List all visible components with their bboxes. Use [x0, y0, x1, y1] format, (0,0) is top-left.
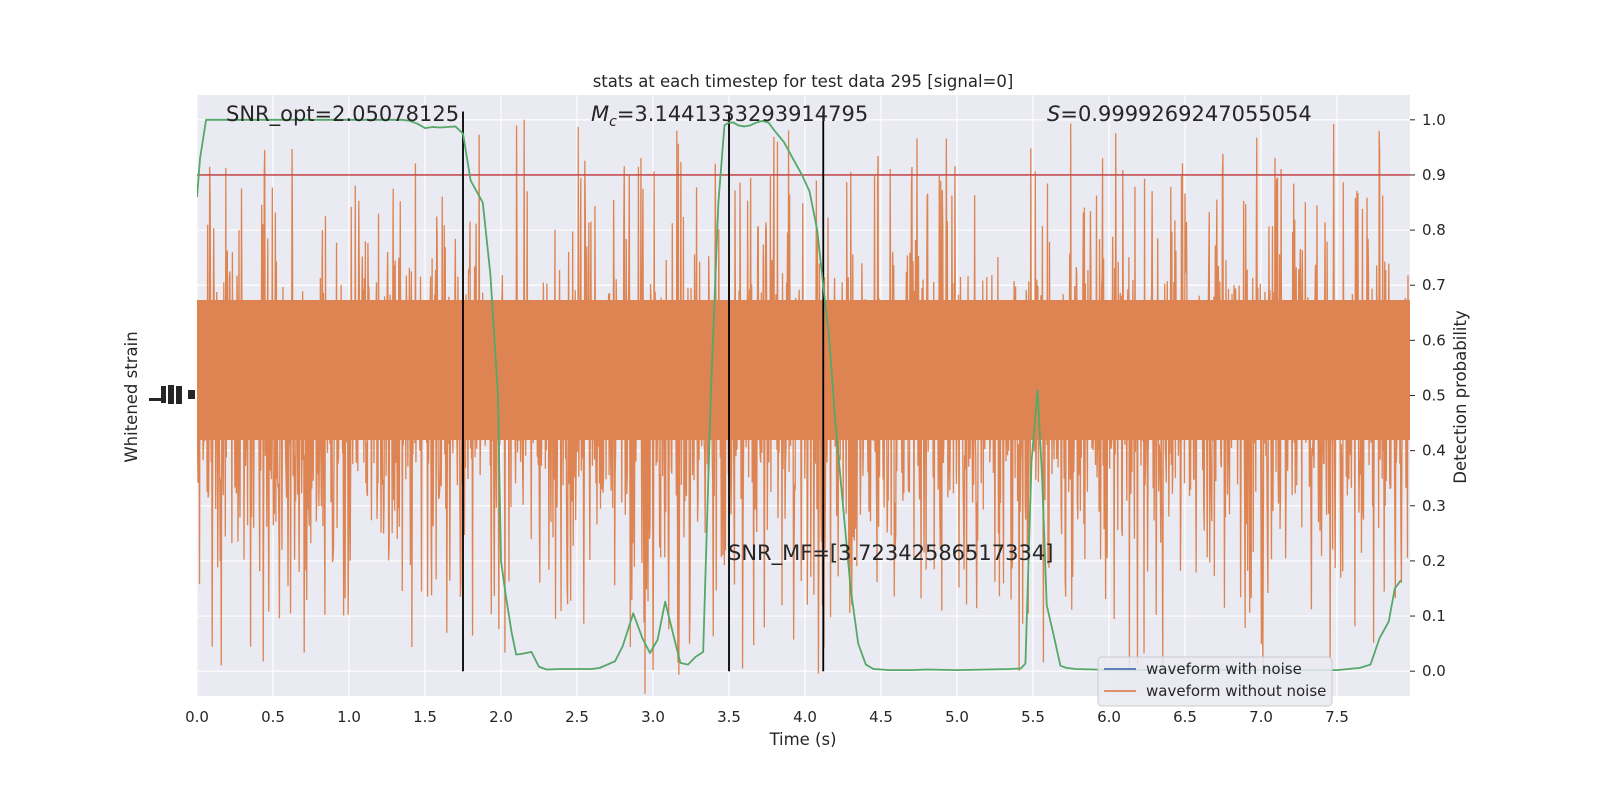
- y-left-axis-label: Whitened strain: [122, 331, 141, 462]
- x-tick-label: 0.5: [261, 708, 285, 726]
- snr-mf-annotation: SNR_MF=[3.72342586517334]: [728, 541, 1053, 566]
- y-right-axis-ticks: 0.0 0.1 0.2 0.3 0.4 0.5 0.6 0.7 0.8 0.9 1.0: [1410, 111, 1446, 680]
- strain-series: [197, 119, 1410, 694]
- x-tick-label: 4.0: [793, 708, 817, 726]
- y-right-axis-label: Detection probability: [1451, 310, 1470, 484]
- chart-title: stats at each timestep for test data 295…: [593, 72, 1014, 91]
- legend-label-without-noise: waveform without noise: [1146, 682, 1326, 700]
- boundary-lines: [462, 111, 825, 672]
- y-tick-label: 0.6: [1422, 331, 1446, 349]
- chirp-mass-value: =3.1441333293914795: [617, 102, 868, 126]
- x-tick-label: 5.5: [1021, 708, 1045, 726]
- legend: waveform with noise waveform without noi…: [1097, 656, 1333, 707]
- statistic-s-value: =0.9999269247055054: [1060, 102, 1311, 126]
- y-tick-label: 0.9: [1422, 166, 1446, 184]
- x-tick-label: 0.0: [185, 708, 209, 726]
- statistic-s-symbol: S: [1047, 102, 1060, 126]
- x-tick-label: 3.0: [641, 708, 665, 726]
- strain-core-band: [197, 300, 1410, 440]
- x-tick-label: 5.0: [945, 708, 969, 726]
- y-tick-label: 0.1: [1422, 607, 1446, 625]
- snr-opt-annotation: SNR_opt=2.05078125: [226, 102, 459, 127]
- x-tick-label: 7.5: [1325, 708, 1349, 726]
- y-tick-label: 0.8: [1422, 221, 1446, 239]
- left-tick-cluster: [149, 385, 195, 404]
- chirp-mass-symbol: M: [591, 102, 609, 126]
- x-tick-label: 6.0: [1097, 708, 1121, 726]
- detection-probability-line: [197, 118, 1402, 671]
- y-tick-label: 0.2: [1422, 552, 1446, 570]
- x-axis-label: Time (s): [768, 730, 836, 749]
- x-axis-ticks: 0.0 0.5 1.0 1.5 2.0 2.5 3.0 3.5 4.0 4.5 5.0 5.5 6.0 6…: [185, 708, 1349, 726]
- y-tick-label: 0.4: [1422, 442, 1446, 460]
- x-tick-label: 3.5: [717, 708, 741, 726]
- x-tick-label: 1.0: [337, 708, 361, 726]
- chirp-mass-annotation: Mc=3.1441333293914795: [591, 102, 868, 130]
- x-tick-label: 2.0: [489, 708, 513, 726]
- legend-label-with-noise: waveform with noise: [1146, 660, 1302, 678]
- x-tick-label: 7.0: [1249, 708, 1273, 726]
- x-tick-label: 2.5: [565, 708, 589, 726]
- x-tick-label: 1.5: [413, 708, 437, 726]
- y-tick-label: 0.7: [1422, 276, 1446, 294]
- x-tick-label: 6.5: [1173, 708, 1197, 726]
- chirp-mass-subscript: c: [609, 114, 617, 130]
- y-tick-label: 0.3: [1422, 497, 1446, 515]
- x-tick-label: 4.5: [869, 708, 893, 726]
- y-tick-label: 0.5: [1422, 387, 1446, 405]
- y-tick-label: 1.0: [1422, 111, 1446, 129]
- statistic-s-annotation: S=0.9999269247055054: [1047, 102, 1312, 126]
- y-tick-label: 0.0: [1422, 662, 1446, 680]
- legend-box: [1097, 656, 1333, 707]
